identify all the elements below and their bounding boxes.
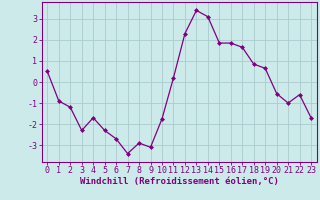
X-axis label: Windchill (Refroidissement éolien,°C): Windchill (Refroidissement éolien,°C) [80, 177, 279, 186]
